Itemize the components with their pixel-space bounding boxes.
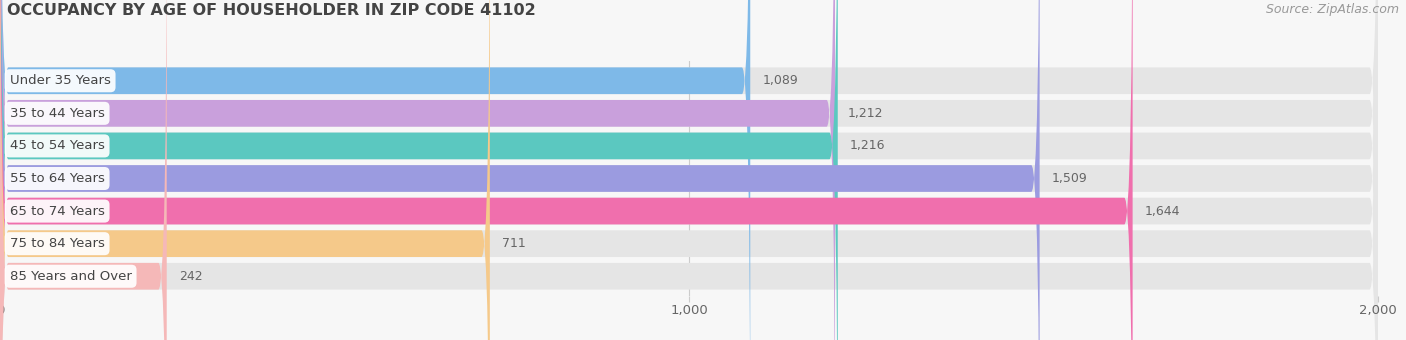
FancyBboxPatch shape	[0, 0, 167, 340]
FancyBboxPatch shape	[0, 0, 489, 340]
Text: 55 to 64 Years: 55 to 64 Years	[10, 172, 104, 185]
Text: 65 to 74 Years: 65 to 74 Years	[10, 205, 104, 218]
Text: 1,089: 1,089	[762, 74, 799, 87]
FancyBboxPatch shape	[0, 0, 751, 340]
Text: OCCUPANCY BY AGE OF HOUSEHOLDER IN ZIP CODE 41102: OCCUPANCY BY AGE OF HOUSEHOLDER IN ZIP C…	[7, 3, 536, 18]
Text: 35 to 44 Years: 35 to 44 Years	[10, 107, 104, 120]
Text: 1,216: 1,216	[851, 139, 886, 152]
Text: 1,509: 1,509	[1052, 172, 1088, 185]
FancyBboxPatch shape	[0, 0, 1133, 340]
FancyBboxPatch shape	[0, 0, 838, 340]
Text: 45 to 54 Years: 45 to 54 Years	[10, 139, 104, 152]
Text: 1,212: 1,212	[848, 107, 883, 120]
Text: 242: 242	[179, 270, 202, 283]
FancyBboxPatch shape	[0, 0, 1039, 340]
Text: 75 to 84 Years: 75 to 84 Years	[10, 237, 104, 250]
FancyBboxPatch shape	[0, 0, 835, 340]
Text: 1,644: 1,644	[1144, 205, 1181, 218]
Text: 711: 711	[502, 237, 526, 250]
Text: 85 Years and Over: 85 Years and Over	[10, 270, 132, 283]
Text: Source: ZipAtlas.com: Source: ZipAtlas.com	[1265, 3, 1399, 16]
Text: Under 35 Years: Under 35 Years	[10, 74, 111, 87]
